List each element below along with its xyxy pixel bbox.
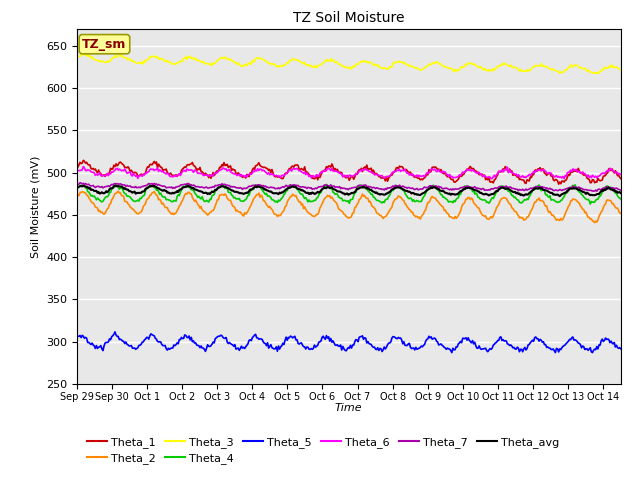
Theta_7 xyxy=(398,184,406,190)
Theta_2 xyxy=(617,211,625,216)
Theta_3 xyxy=(332,60,340,65)
Line: Theta_4: Theta_4 xyxy=(77,184,621,204)
Theta_5 xyxy=(73,335,81,341)
Theta_4 xyxy=(398,185,406,191)
Theta_5 xyxy=(332,342,340,348)
Theta_1 xyxy=(332,168,340,173)
Theta_3 xyxy=(617,67,625,73)
Line: Theta_3: Theta_3 xyxy=(77,54,621,73)
Theta_4 xyxy=(520,198,527,204)
Theta_6 xyxy=(521,174,529,180)
Theta_1 xyxy=(79,157,87,163)
Theta_avg xyxy=(617,190,625,196)
Theta_7 xyxy=(617,187,625,193)
Legend: Theta_1, Theta_2, Theta_3, Theta_4, Theta_5, Theta_6, Theta_7, Theta_avg: Theta_1, Theta_2, Theta_3, Theta_4, Thet… xyxy=(83,432,564,468)
Theta_6 xyxy=(369,170,376,176)
Theta_5 xyxy=(589,350,596,356)
Theta_avg xyxy=(398,186,406,192)
Theta_3 xyxy=(336,61,344,67)
Theta_4 xyxy=(617,196,625,202)
Theta_6 xyxy=(79,164,87,169)
Line: Theta_5: Theta_5 xyxy=(77,332,621,353)
Theta_2 xyxy=(332,200,340,205)
Theta_6 xyxy=(487,176,495,182)
Theta_avg xyxy=(332,188,340,193)
Theta_avg xyxy=(606,186,614,192)
Theta_2 xyxy=(606,197,614,203)
Theta_avg xyxy=(336,189,344,194)
Theta_6 xyxy=(332,168,340,174)
Theta_avg xyxy=(369,188,376,194)
Theta_1 xyxy=(369,170,376,176)
Theta_avg xyxy=(73,185,81,191)
Theta_7 xyxy=(369,185,376,191)
Theta_3 xyxy=(369,60,376,66)
Theta_2 xyxy=(520,217,527,223)
Theta_7 xyxy=(606,185,614,191)
Theta_3 xyxy=(73,54,81,60)
Theta_2 xyxy=(591,220,598,226)
Theta_3 xyxy=(589,71,597,76)
Theta_1 xyxy=(336,169,344,175)
Theta_7 xyxy=(76,180,84,186)
Theta_avg xyxy=(520,192,527,198)
Theta_5 xyxy=(398,337,406,343)
Theta_7 xyxy=(593,188,601,194)
X-axis label: Time: Time xyxy=(335,403,363,413)
Theta_4 xyxy=(323,181,330,187)
Line: Theta_avg: Theta_avg xyxy=(77,185,621,196)
Line: Theta_6: Theta_6 xyxy=(77,167,621,179)
Theta_3 xyxy=(398,59,406,65)
Theta_5 xyxy=(111,329,119,335)
Theta_3 xyxy=(606,63,614,69)
Theta_2 xyxy=(369,204,376,209)
Title: TZ Soil Moisture: TZ Soil Moisture xyxy=(293,11,404,25)
Theta_5 xyxy=(606,340,614,346)
Theta_6 xyxy=(398,168,406,173)
Theta_5 xyxy=(617,346,625,352)
Line: Theta_2: Theta_2 xyxy=(77,191,621,223)
Theta_2 xyxy=(398,196,406,202)
Line: Theta_7: Theta_7 xyxy=(77,183,621,191)
Theta_2 xyxy=(115,188,122,194)
Text: TZ_sm: TZ_sm xyxy=(82,37,127,51)
Theta_1 xyxy=(520,177,527,183)
Theta_4 xyxy=(606,184,614,190)
Theta_7 xyxy=(336,184,344,190)
Line: Theta_1: Theta_1 xyxy=(77,160,621,184)
Y-axis label: Soil Moisture (mV): Soil Moisture (mV) xyxy=(30,155,40,258)
Theta_2 xyxy=(73,195,81,201)
Theta_6 xyxy=(336,170,344,176)
Theta_1 xyxy=(555,181,563,187)
Theta_4 xyxy=(586,201,594,207)
Theta_1 xyxy=(398,164,406,169)
Theta_5 xyxy=(520,346,527,352)
Theta_4 xyxy=(73,185,81,191)
Theta_7 xyxy=(332,184,340,190)
Theta_5 xyxy=(369,344,376,349)
Theta_4 xyxy=(369,191,376,197)
Theta_7 xyxy=(73,182,81,188)
Theta_avg xyxy=(184,182,192,188)
Theta_2 xyxy=(336,207,344,213)
Theta_1 xyxy=(73,165,81,170)
Theta_3 xyxy=(520,68,527,73)
Theta_6 xyxy=(617,171,625,177)
Theta_6 xyxy=(73,168,81,174)
Theta_3 xyxy=(79,51,87,57)
Theta_4 xyxy=(336,195,344,201)
Theta_6 xyxy=(606,165,614,171)
Theta_5 xyxy=(336,343,344,349)
Theta_7 xyxy=(520,188,527,193)
Theta_1 xyxy=(606,167,614,172)
Theta_4 xyxy=(332,191,340,197)
Theta_avg xyxy=(556,193,564,199)
Theta_1 xyxy=(617,176,625,181)
